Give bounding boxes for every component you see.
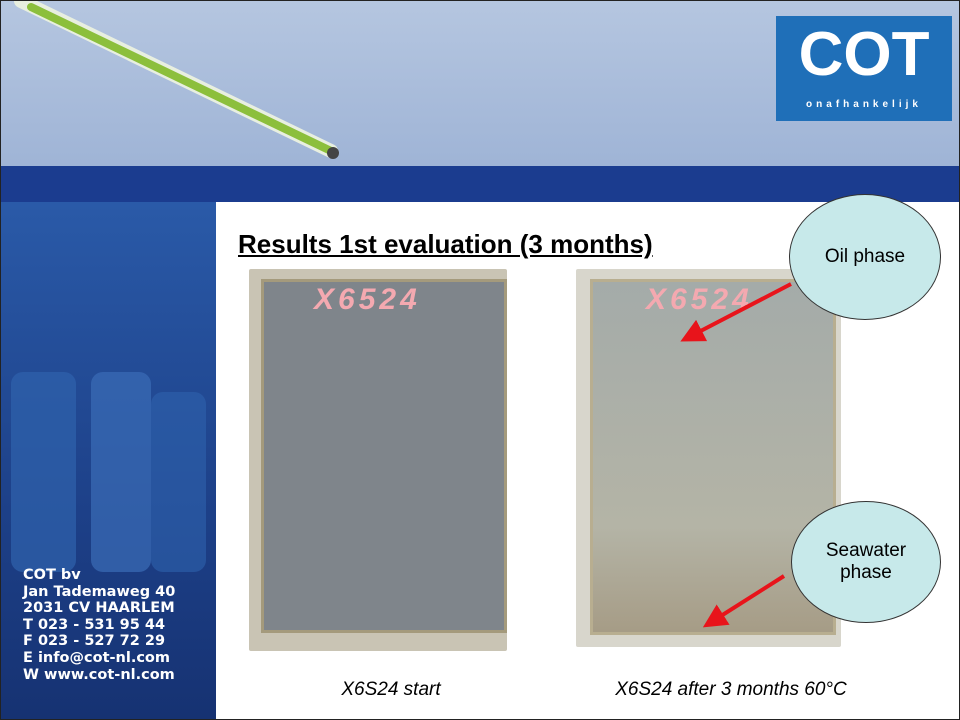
slide: COT onafhankelijk COT bvJan Tademaweg 40…: [0, 0, 960, 720]
callout: Oil phase: [789, 194, 941, 320]
arrows: [1, 1, 959, 719]
callout: Seawater phase: [791, 501, 941, 623]
